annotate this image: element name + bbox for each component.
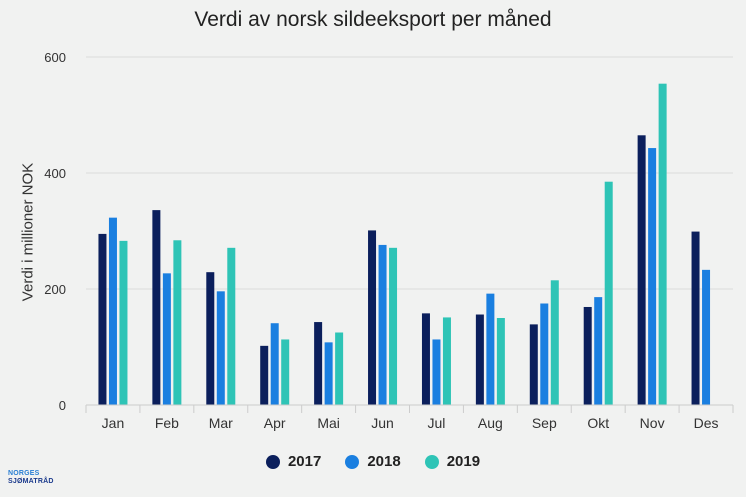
legend: 2017 2018 2019 bbox=[0, 453, 746, 470]
bar-2017-jun bbox=[368, 230, 377, 405]
bar-2017-apr bbox=[260, 345, 269, 405]
bar-2018-jan bbox=[108, 217, 117, 405]
y-tick-label: 400 bbox=[44, 166, 66, 181]
chart-title: Verdi av norsk sildeeksport per måned bbox=[194, 8, 552, 31]
legend-item-2018[interactable]: 2018 bbox=[345, 453, 401, 470]
bar-2017-okt bbox=[583, 306, 592, 405]
bar-2019-sep bbox=[550, 280, 559, 405]
x-tick-label: Apr bbox=[264, 415, 286, 431]
tick-labels: 0 200 400 600 Jan Feb Mar Apr Mai Jun Jul Aug Sep Okt… bbox=[44, 50, 718, 431]
bar-2019-jan bbox=[119, 240, 128, 405]
legend-item-2019[interactable]: 2019 bbox=[424, 453, 481, 470]
logo-line-2: SJØMATRÅD bbox=[8, 478, 54, 485]
bar-2017-sep bbox=[529, 324, 538, 405]
x-tick-label: Jun bbox=[371, 415, 394, 431]
bar-2017-aug bbox=[475, 314, 484, 405]
bar-2018-des bbox=[702, 269, 711, 405]
x-axis bbox=[85, 404, 734, 413]
bar-2019-mai bbox=[335, 332, 344, 405]
x-tick-label: Des bbox=[694, 415, 719, 431]
bar-2017-jul bbox=[421, 313, 430, 405]
bar-2017-des bbox=[691, 231, 700, 405]
y-tick-label: 600 bbox=[44, 50, 66, 65]
norges-sjomatrad-logo: NORGES SJØMATRÅD bbox=[8, 470, 54, 486]
bar-2017-mar bbox=[206, 272, 215, 405]
x-tick-label: Feb bbox=[155, 415, 179, 431]
bar-2018-nov bbox=[648, 148, 657, 405]
x-tick-label: Okt bbox=[587, 415, 609, 431]
x-tick-label: Aug bbox=[478, 415, 503, 431]
bar-2019-apr bbox=[281, 339, 290, 405]
legend-marker bbox=[265, 454, 280, 469]
bar-2019-feb bbox=[173, 240, 182, 405]
legend-marker bbox=[424, 454, 439, 469]
legend-label: 2019 bbox=[446, 453, 481, 470]
bar-2018-apr bbox=[270, 323, 279, 405]
bar-2017-jan bbox=[98, 233, 107, 405]
legend-item-2017[interactable]: 2017 bbox=[265, 453, 322, 470]
bar-2019-aug bbox=[496, 318, 505, 405]
gridlines bbox=[86, 56, 733, 290]
x-tick-label: Mai bbox=[317, 415, 340, 431]
bar-2017-feb bbox=[152, 210, 161, 405]
bar-2018-feb bbox=[162, 273, 171, 405]
legend-label: 2017 bbox=[287, 453, 322, 470]
y-tick-label: 0 bbox=[59, 398, 66, 413]
x-tick-label: Nov bbox=[640, 415, 665, 431]
bar-2019-jun bbox=[389, 247, 398, 405]
bar-2019-okt bbox=[604, 181, 613, 405]
bar-2018-aug bbox=[486, 293, 495, 405]
x-tick-label: Jan bbox=[102, 415, 125, 431]
bar-2019-nov bbox=[658, 83, 667, 406]
logo-line-1: NORGES bbox=[8, 470, 40, 477]
bar-2018-jun bbox=[378, 244, 387, 405]
x-tick-label: Jul bbox=[428, 415, 446, 431]
bar-2018-sep bbox=[540, 303, 549, 405]
bar-2018-jul bbox=[432, 339, 441, 405]
x-tick-label: Mar bbox=[209, 415, 233, 431]
bar-2018-okt bbox=[594, 297, 603, 405]
bar-2017-mai bbox=[314, 322, 323, 405]
legend-marker bbox=[345, 454, 360, 469]
bar-2019-jul bbox=[442, 317, 451, 405]
bar-2019-mar bbox=[227, 247, 236, 405]
bar-2018-mai bbox=[324, 342, 333, 405]
bar-2018-mar bbox=[216, 291, 225, 405]
y-tick-label: 200 bbox=[44, 282, 66, 297]
legend-label: 2018 bbox=[367, 453, 401, 470]
bars bbox=[98, 83, 711, 406]
bar-2017-nov bbox=[637, 135, 646, 406]
x-tick-label: Sep bbox=[532, 415, 557, 431]
